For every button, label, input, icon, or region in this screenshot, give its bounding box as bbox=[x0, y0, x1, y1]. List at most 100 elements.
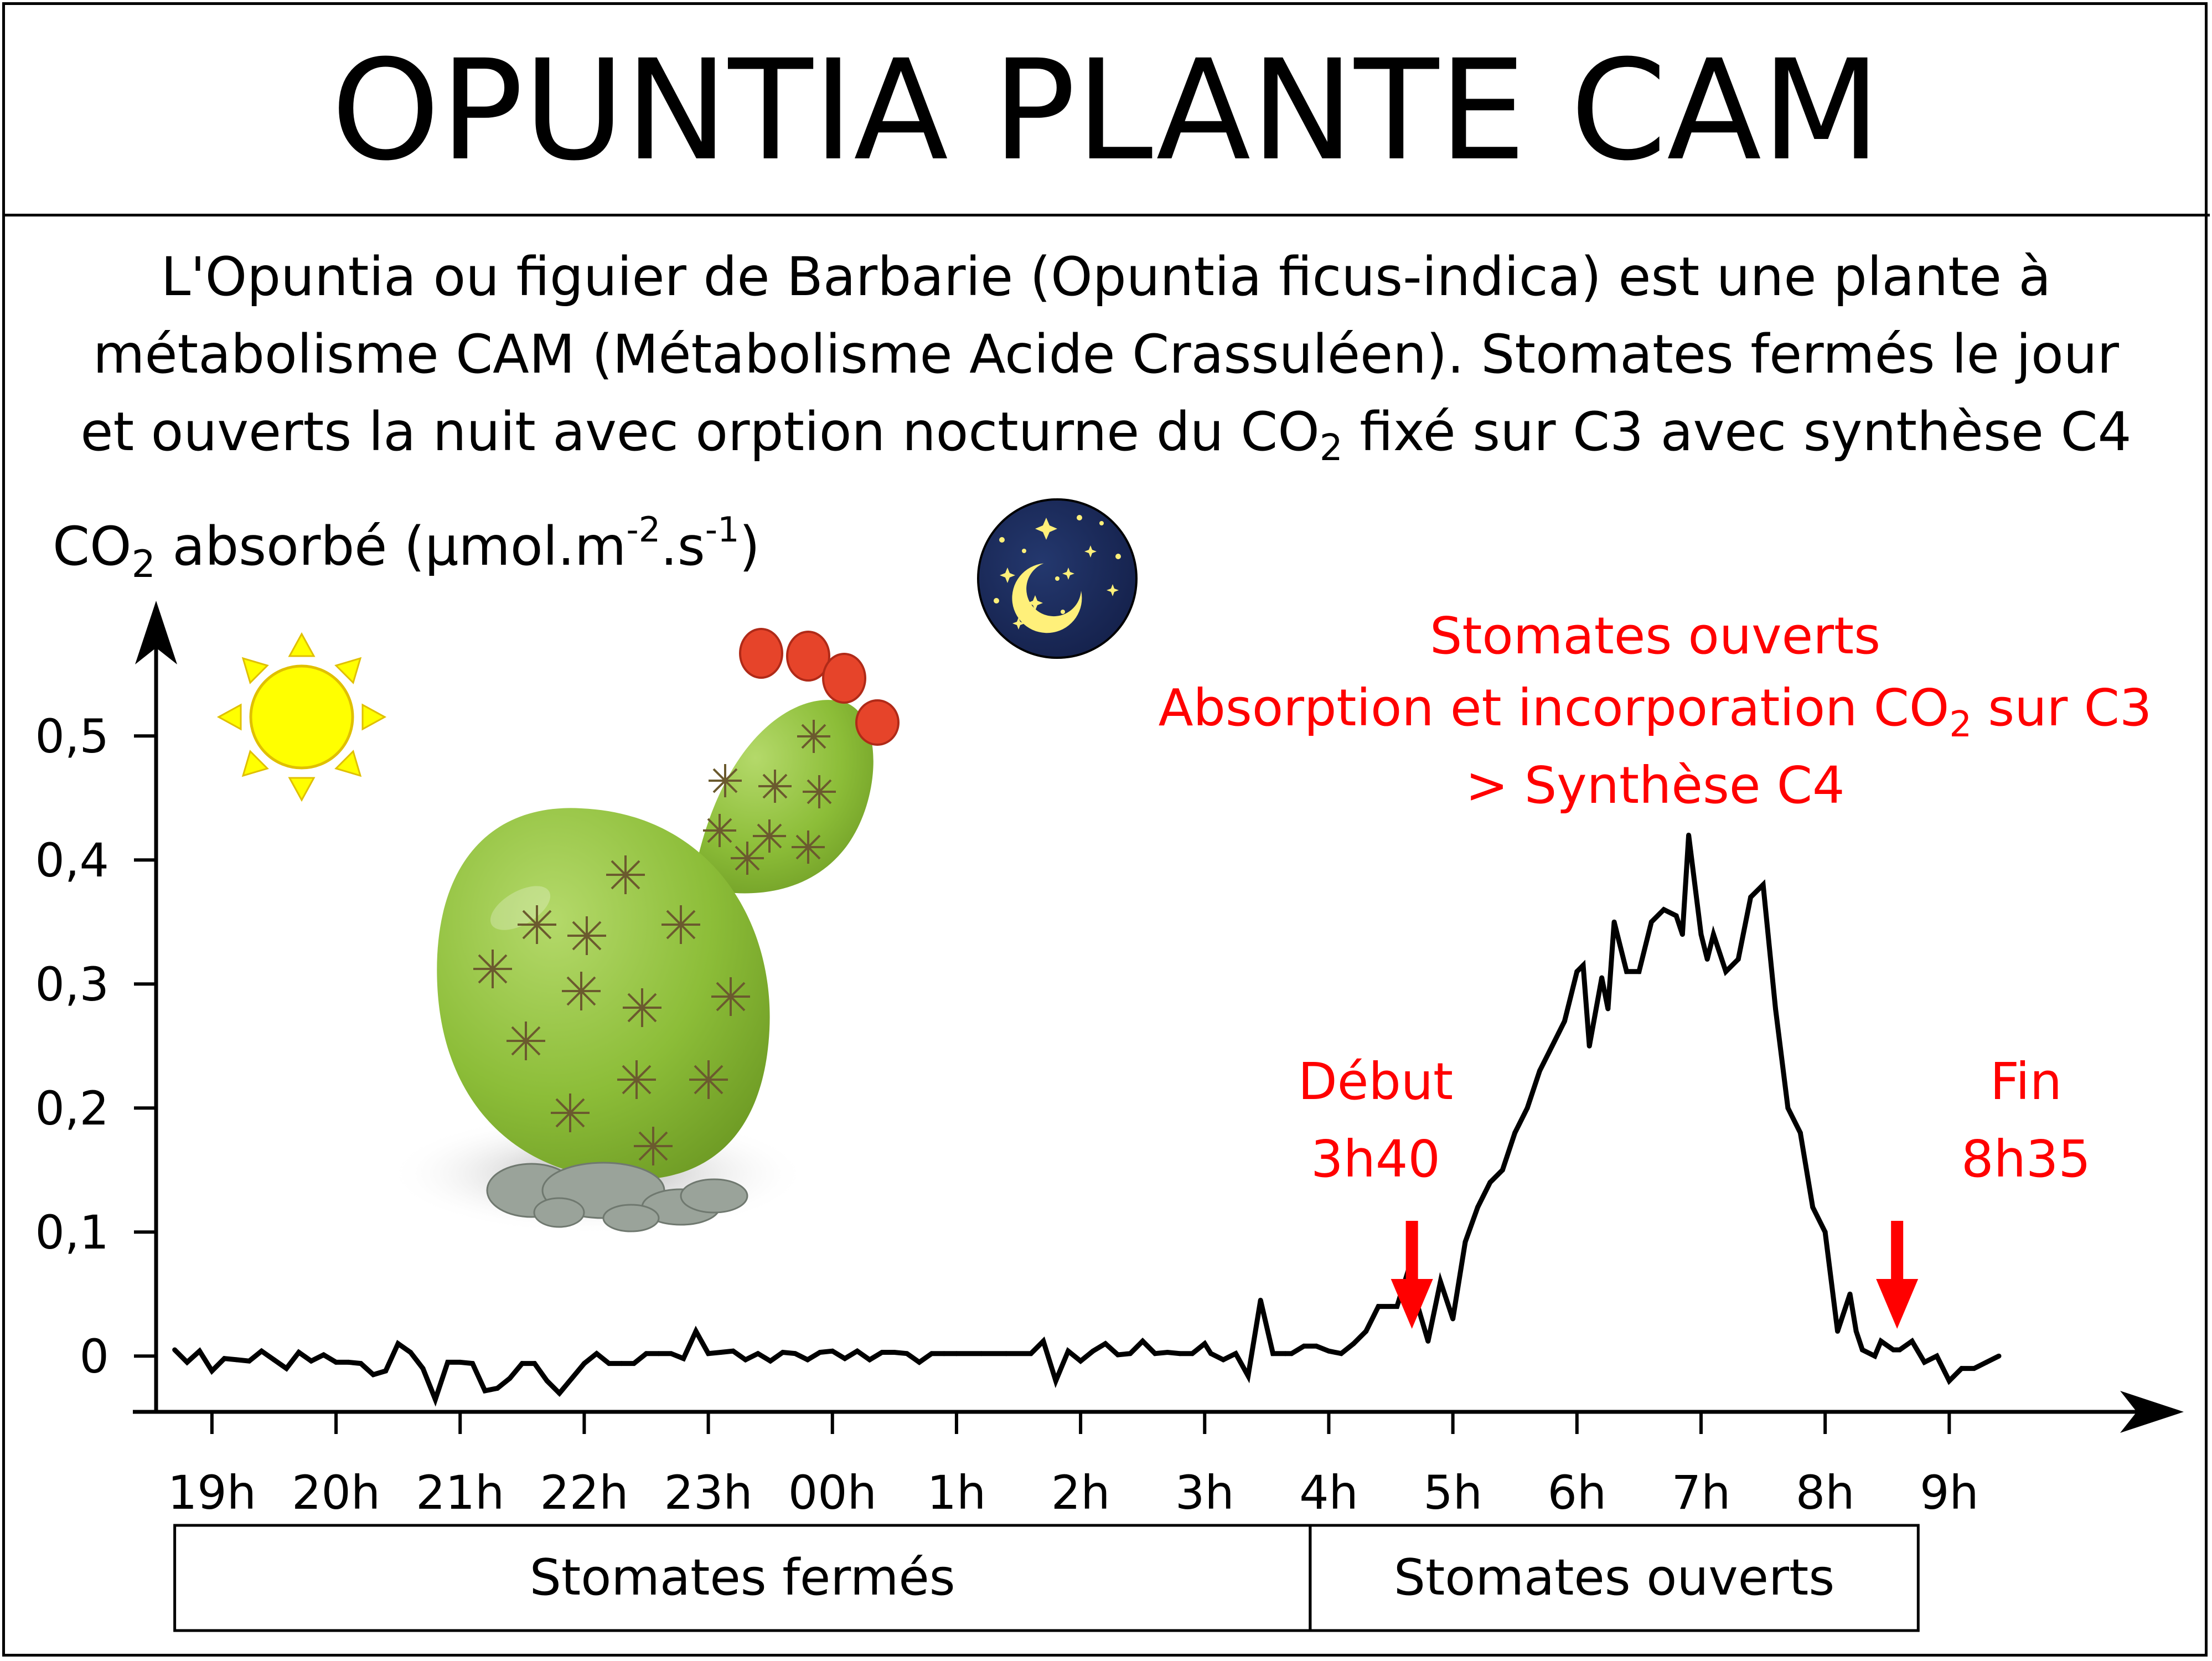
data-point bbox=[1878, 1338, 1884, 1344]
data-point bbox=[668, 1351, 674, 1356]
data-point bbox=[1338, 1351, 1344, 1356]
data-point bbox=[1190, 1351, 1195, 1356]
data-point bbox=[830, 1348, 835, 1354]
data-point bbox=[867, 1357, 872, 1363]
data-point bbox=[1605, 1006, 1611, 1012]
stomata-open-annotation: Stomates ouverts Absorption et incorpora… bbox=[1159, 606, 2152, 815]
data-point bbox=[1066, 1348, 1071, 1354]
description-line-3-part-b: fixé sur C3 avec synthèse C4 bbox=[1342, 401, 2132, 463]
data-point bbox=[1165, 1349, 1170, 1355]
data-point bbox=[954, 1351, 959, 1356]
data-point bbox=[1462, 1239, 1468, 1245]
data-point bbox=[1686, 832, 1692, 838]
x-axis bbox=[133, 1391, 2184, 1433]
data-point bbox=[1679, 932, 1685, 937]
y-label-part-c: .s bbox=[660, 515, 705, 577]
data-point bbox=[1723, 969, 1729, 974]
cactus-pad-small bbox=[692, 700, 874, 894]
stomata-open-line-2-part-a: Absorption et incorporation CO bbox=[1159, 678, 1950, 737]
data-point bbox=[1388, 1304, 1394, 1309]
data-point bbox=[1735, 956, 1741, 962]
co2-series-line bbox=[173, 834, 2001, 1407]
data-point bbox=[1425, 1338, 1431, 1344]
data-point bbox=[855, 1348, 860, 1354]
data-point bbox=[1785, 1105, 1791, 1111]
data-point bbox=[1258, 1297, 1263, 1303]
data-point bbox=[656, 1351, 661, 1356]
data-point bbox=[333, 1359, 339, 1365]
x-tick-label: 6h bbox=[1547, 1466, 1606, 1520]
data-point bbox=[1704, 956, 1710, 962]
data-point bbox=[1245, 1373, 1251, 1379]
data-point bbox=[619, 1361, 624, 1366]
data-point bbox=[457, 1359, 463, 1365]
data-point bbox=[581, 1361, 587, 1366]
debut-annotation: Début 3h40 bbox=[1298, 1052, 1453, 1329]
stomata-open-co2-subscript: 2 bbox=[1949, 704, 1972, 745]
data-point bbox=[1314, 1343, 1319, 1349]
x-tick-label: 2h bbox=[1051, 1466, 1110, 1520]
data-point bbox=[569, 1376, 575, 1381]
data-point bbox=[1599, 975, 1605, 981]
data-point bbox=[246, 1358, 252, 1364]
arrow-head bbox=[1876, 1279, 1919, 1329]
y-ticks: 0 0,1 0,2 0,3 0,4 0,5 bbox=[35, 709, 156, 1384]
data-point bbox=[1909, 1338, 1915, 1344]
data-point bbox=[1611, 919, 1617, 925]
data-point bbox=[1959, 1366, 1965, 1371]
data-point bbox=[1524, 1105, 1530, 1111]
data-point bbox=[1934, 1353, 1940, 1359]
data-point bbox=[1326, 1348, 1331, 1354]
data-point bbox=[1835, 1328, 1841, 1334]
data-point bbox=[1797, 1130, 1803, 1136]
data-point bbox=[1698, 932, 1704, 937]
data-point bbox=[755, 1351, 761, 1356]
data-point bbox=[1103, 1341, 1108, 1347]
y-tick-label: 0,3 bbox=[35, 957, 109, 1012]
data-point bbox=[1208, 1351, 1213, 1356]
data-point bbox=[209, 1368, 215, 1374]
cactus-fruits bbox=[739, 628, 900, 746]
y-axis-arrowhead bbox=[135, 601, 177, 664]
x-tick-label: 00h bbox=[788, 1466, 877, 1520]
data-point bbox=[345, 1359, 351, 1365]
data-point bbox=[1897, 1347, 1903, 1353]
data-point bbox=[1270, 1351, 1276, 1356]
data-point bbox=[1363, 1328, 1369, 1334]
x-tick-label: 21h bbox=[416, 1466, 504, 1520]
description-line-2: métabolisme CAM (Métabolisme Acide Crass… bbox=[92, 323, 2120, 385]
data-point bbox=[1177, 1351, 1182, 1356]
data-point bbox=[681, 1356, 686, 1361]
data-point bbox=[1673, 913, 1679, 919]
x-tick-label: 22h bbox=[540, 1466, 628, 1520]
data-point bbox=[308, 1358, 314, 1364]
data-point bbox=[1152, 1351, 1158, 1356]
y-label-part-d: ) bbox=[740, 515, 760, 577]
data-point bbox=[1562, 1018, 1567, 1024]
x-ticks: 19h 20h 21h 22h 23h 00h 1h 2h 3h 4h 5h 6h 7h 8h 9h bbox=[168, 1412, 1979, 1520]
stomata-band-label: Stomates ouverts bbox=[1394, 1549, 1834, 1607]
data-point bbox=[1946, 1378, 1952, 1384]
stomata-band-box bbox=[1309, 1524, 1920, 1632]
stomata-open-line-3: > Synthèse C4 bbox=[1465, 756, 1844, 815]
y-label-superscript-1: -2 bbox=[626, 509, 660, 550]
data-point bbox=[1810, 1204, 1816, 1210]
data-point bbox=[395, 1341, 401, 1347]
data-point bbox=[792, 1351, 798, 1356]
data-point bbox=[370, 1372, 376, 1378]
data-point bbox=[1351, 1341, 1356, 1347]
data-point bbox=[1221, 1357, 1226, 1363]
description-co2-subscript: 2 bbox=[1319, 426, 1343, 469]
arrow-head bbox=[1391, 1279, 1433, 1329]
opuntia-cactus-illustration bbox=[387, 628, 900, 1235]
data-point bbox=[643, 1351, 649, 1356]
data-point bbox=[693, 1328, 699, 1334]
y-tick-label: 0,4 bbox=[35, 833, 109, 888]
data-point bbox=[470, 1361, 476, 1366]
data-point bbox=[358, 1361, 364, 1366]
description-line-3: et ouverts la nuit avec orption nocturne… bbox=[0, 393, 2212, 471]
data-point bbox=[408, 1349, 414, 1355]
y-label-subscript: 2 bbox=[132, 543, 156, 586]
data-point bbox=[519, 1361, 525, 1366]
